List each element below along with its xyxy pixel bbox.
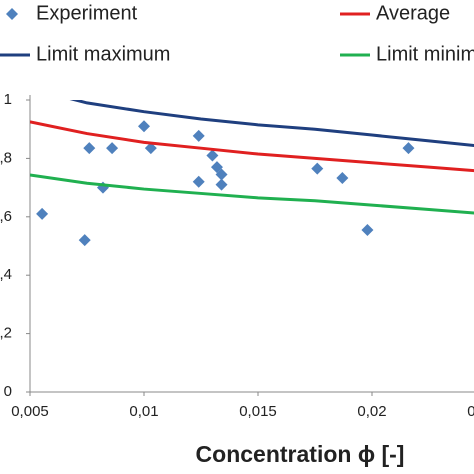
y-tick-label: 0,8 — [0, 149, 12, 166]
y-tick-label: 0,2 — [0, 325, 12, 342]
legend-label: Experiment — [36, 2, 138, 24]
legend-swatch — [6, 8, 18, 20]
data-point — [402, 142, 415, 155]
x-tick-label: 0,025 — [467, 403, 474, 420]
y-tick-label: 0,4 — [0, 266, 12, 283]
data-point — [192, 175, 205, 188]
data-point — [206, 149, 219, 162]
data-point — [311, 162, 324, 175]
x-tick-label: 0,01 — [129, 403, 158, 420]
data-point — [361, 223, 374, 236]
data-point — [144, 142, 157, 155]
legend-label: Limit maximum — [36, 43, 170, 65]
data-point — [83, 142, 96, 155]
legend-label: Average — [376, 2, 450, 24]
y-tick-label: 0 — [4, 383, 12, 400]
x-axis-title: Concentration ϕ [-] — [196, 441, 405, 467]
series-line — [30, 173, 474, 215]
series-line — [30, 120, 474, 173]
x-tick-label: 0,005 — [11, 403, 49, 420]
data-point — [36, 207, 49, 220]
legend-label: Limit minimum — [376, 43, 474, 65]
data-point — [78, 234, 91, 247]
data-point — [192, 129, 205, 142]
x-tick-label: 0,02 — [357, 403, 386, 420]
y-tick-label: 0,6 — [0, 208, 12, 225]
plot-area — [30, 100, 474, 247]
y-tick-label: 1 — [4, 91, 12, 108]
series-line — [69, 100, 474, 147]
data-point — [138, 120, 150, 133]
data-point — [336, 171, 349, 184]
data-point — [215, 168, 228, 181]
data-point — [215, 178, 228, 191]
data-point — [106, 142, 119, 155]
x-tick-label: 0,015 — [239, 403, 277, 420]
